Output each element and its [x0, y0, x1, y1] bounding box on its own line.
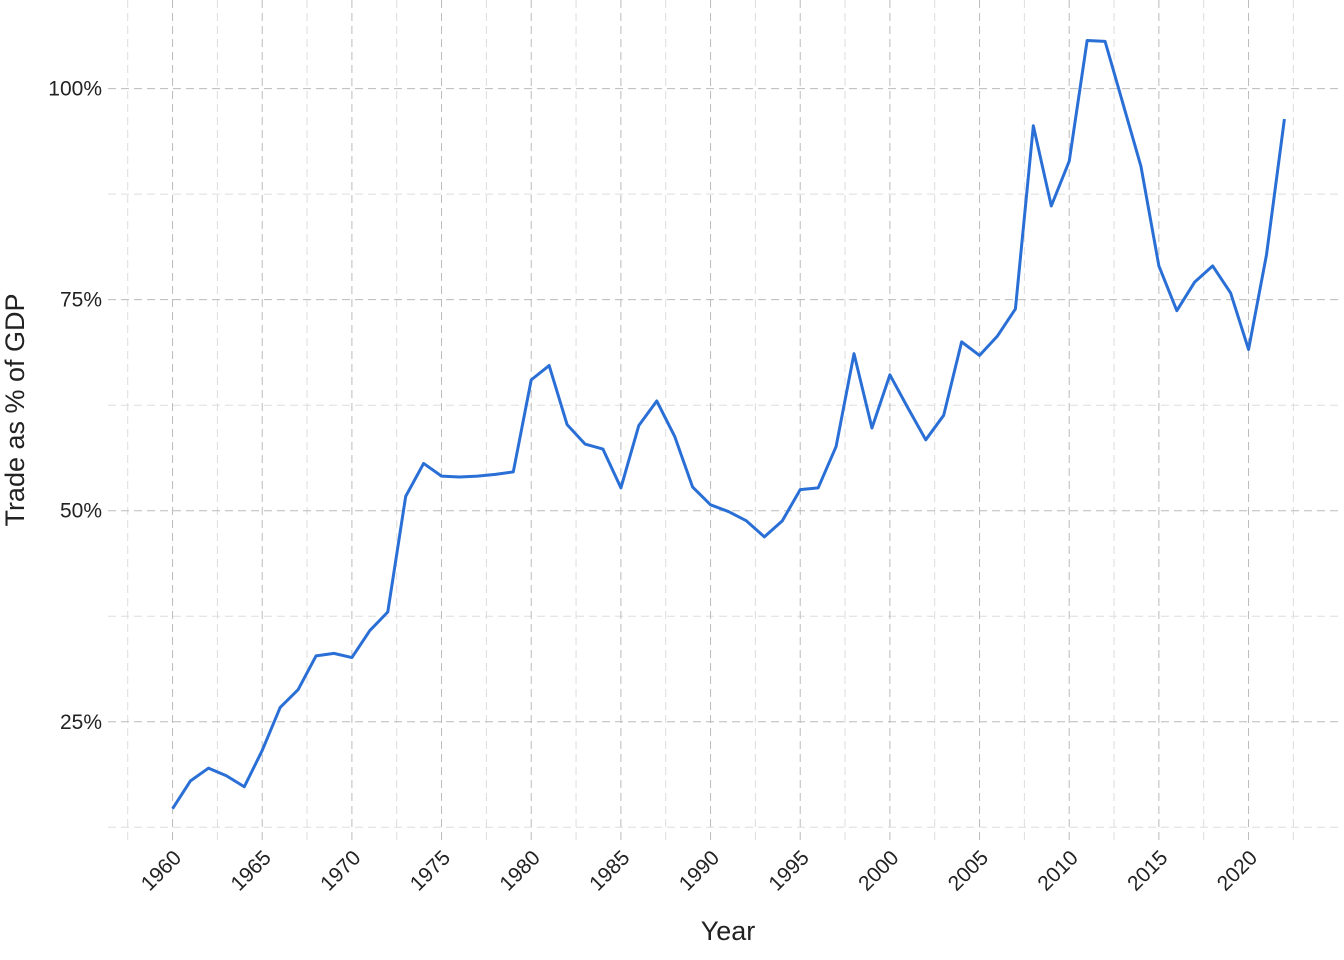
x-tick-label: 2015 [1123, 846, 1172, 895]
y-tick-label: 100% [48, 78, 102, 101]
x-tick-label: 2020 [1213, 846, 1262, 895]
x-tick-label: 2000 [854, 846, 903, 895]
x-axis-title: Year [701, 916, 756, 946]
x-tick-label: 1990 [675, 846, 724, 895]
y-tick-label: 75% [60, 289, 102, 312]
x-tick-label: 1965 [226, 846, 275, 895]
x-tick-label: 2005 [944, 846, 993, 895]
y-tick-label: 50% [60, 500, 102, 523]
x-tick-label: 1985 [585, 846, 634, 895]
x-tick-label: 1995 [764, 846, 813, 895]
x-tick-label: 1970 [316, 846, 365, 895]
x-tick-label: 1960 [137, 846, 186, 895]
x-tick-label: 1980 [495, 846, 544, 895]
x-tick-label: 2010 [1033, 846, 1082, 895]
x-tick-label: 1975 [406, 846, 455, 895]
y-axis-title: Trade as % of GDP [0, 293, 30, 526]
data-line [171, 39, 1286, 810]
y-tick-label: 25% [60, 711, 102, 734]
